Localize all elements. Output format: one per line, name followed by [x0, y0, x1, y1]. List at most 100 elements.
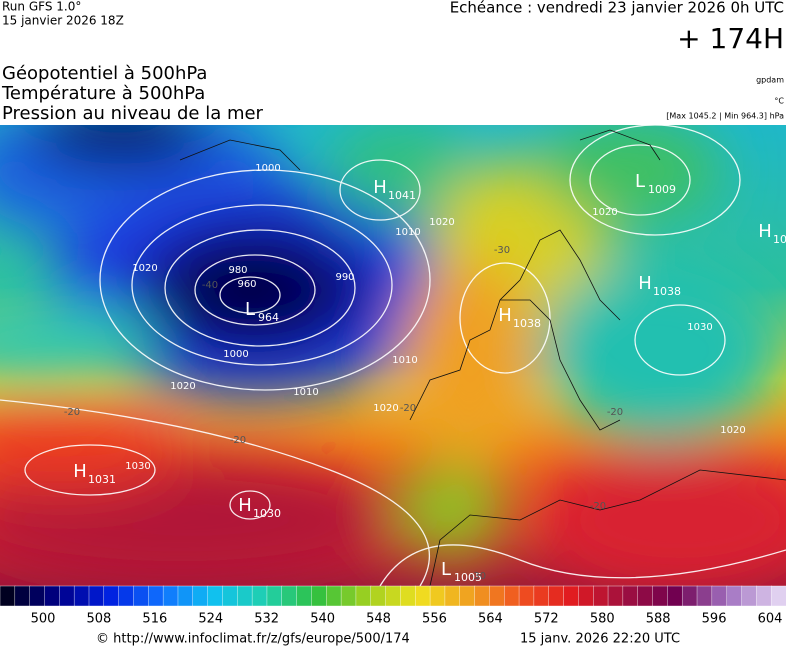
colorbar-tick-label: 532 [254, 612, 279, 627]
center-value: 1038 [653, 285, 681, 298]
isobar-label: 1020 [132, 263, 157, 274]
colorbar-swatch [770, 585, 786, 607]
colorbar-swatch [489, 585, 505, 607]
center-value: 1009 [648, 183, 676, 196]
colorbar-swatch [385, 585, 402, 607]
temperature-label: -20 [64, 407, 80, 418]
colorbar-swatch [281, 585, 298, 607]
center-value: 1041 [388, 189, 416, 202]
colorbar-swatch [340, 585, 357, 607]
temperature-label: -20 [400, 403, 416, 414]
center-letter: L [441, 559, 451, 580]
colorbar-swatch [756, 585, 772, 607]
center-letter: H [638, 273, 652, 294]
isobar-label: 1000 [255, 163, 280, 174]
colorbar-swatch [622, 585, 639, 607]
footer-source: © http://www.infoclimat.fr/z/gfs/europe/… [96, 632, 410, 647]
temperature-label: -30 [494, 245, 510, 256]
colorbar-tick-label: 548 [366, 612, 391, 627]
center-value: 102 [773, 233, 786, 246]
colorbar-swatch [207, 585, 224, 607]
center-letter: L [245, 299, 255, 320]
colorbar-swatch [44, 585, 61, 607]
isobar-label: 960 [237, 279, 256, 290]
colorbar-swatch [88, 585, 105, 607]
center-letter: H [498, 305, 512, 326]
colorbar-swatch [251, 585, 268, 607]
colorbar-swatch [548, 585, 565, 607]
colorbar-swatch [311, 585, 327, 607]
center-letter: H [73, 461, 87, 482]
colorbar-swatch [444, 585, 461, 607]
colorbar-swatch [637, 585, 654, 607]
colorbar-swatch [355, 585, 372, 607]
colorbar-swatch [133, 585, 150, 607]
colorbar-tick-label: 524 [198, 612, 223, 627]
colorbar-swatch [370, 585, 387, 607]
center-value: 1038 [513, 317, 541, 330]
map-labels: H1041L964H1038H1038L1009H102H1031H1030L1… [64, 163, 786, 584]
colorbar-swatch [177, 585, 194, 607]
map [0, 125, 786, 586]
colorbar-swatch [681, 585, 698, 607]
colorbar-tick-label: 580 [590, 612, 615, 627]
isobar-label: 1030 [687, 322, 712, 333]
colorbar-swatch [667, 585, 683, 607]
lead-time: + 174H [677, 22, 784, 55]
temperature-label: -20 [230, 435, 246, 446]
center-value: 1031 [88, 473, 116, 486]
colorbar-tick-label: 588 [646, 612, 671, 627]
isobar-label: 980 [228, 265, 247, 276]
colorbar-swatch [741, 585, 758, 607]
colorbar-swatch [73, 585, 90, 607]
isobar-label: 1020 [373, 403, 398, 414]
center-letter: L [635, 171, 645, 192]
isobar-label: 1020 [170, 381, 195, 392]
colorbar-tick-label: 508 [87, 612, 112, 627]
colorbar-tick-label: 540 [310, 612, 335, 627]
center-value: 1005 [454, 571, 482, 584]
center-letter: H [758, 221, 772, 242]
colorbar-swatch [504, 585, 520, 607]
colorbar-swatch [607, 585, 624, 607]
center-value: 1030 [253, 507, 281, 520]
unit-temperature: °C [774, 97, 784, 106]
colorbar-swatch [162, 585, 179, 607]
colorbar-tick-label: 516 [142, 612, 167, 627]
colorbar-swatch [652, 585, 669, 607]
colorbar-swatch [296, 585, 313, 607]
colorbar-swatch [400, 585, 416, 607]
colorbar-tick-label: 556 [422, 612, 447, 627]
colorbar-swatch [459, 585, 476, 607]
colorbar-swatch [696, 585, 713, 607]
colorbar-swatch [533, 585, 550, 607]
isobar-label: 1000 [223, 349, 248, 360]
colorbar-tick-label: 572 [534, 612, 559, 627]
center-letter: H [373, 177, 387, 198]
colorbar-swatch [563, 585, 580, 607]
isobar-label: 1030 [125, 461, 150, 472]
footer-updated: 15 janv. 2026 22:20 UTC [520, 632, 680, 647]
colorbar-swatch [518, 585, 535, 607]
colorbar-swatch [326, 585, 342, 607]
colorbar: 500 508 516 524 532 540 548 556 564 572 580 588 596 6… [0, 585, 786, 627]
temperature-label: -20 [590, 501, 606, 512]
colorbar-swatch [222, 585, 238, 607]
temperature-label: -40 [202, 280, 218, 291]
colorbar-tick-label: 596 [702, 612, 727, 627]
isobar-label: 990 [335, 272, 354, 283]
unit-geopotential: gpdam [756, 76, 784, 85]
isobar-label: 1010 [392, 355, 417, 366]
run-date: 15 janvier 2026 18Z [2, 14, 124, 28]
colorbar-swatch [593, 585, 609, 607]
colorbar-swatch [726, 585, 743, 607]
unit-pressure: [Max 1045.2 | Min 964.3] hPa [666, 112, 784, 121]
isobar-label: 1020 [720, 425, 745, 436]
colorbar-swatch [118, 585, 135, 607]
isobar-label: 1010 [395, 227, 420, 238]
colorbar-tick-label: 604 [758, 612, 783, 627]
colorbar-swatch [14, 585, 31, 607]
title-pressure: Pression au niveau de la mer [2, 103, 264, 124]
colorbar-swatch [103, 585, 120, 607]
